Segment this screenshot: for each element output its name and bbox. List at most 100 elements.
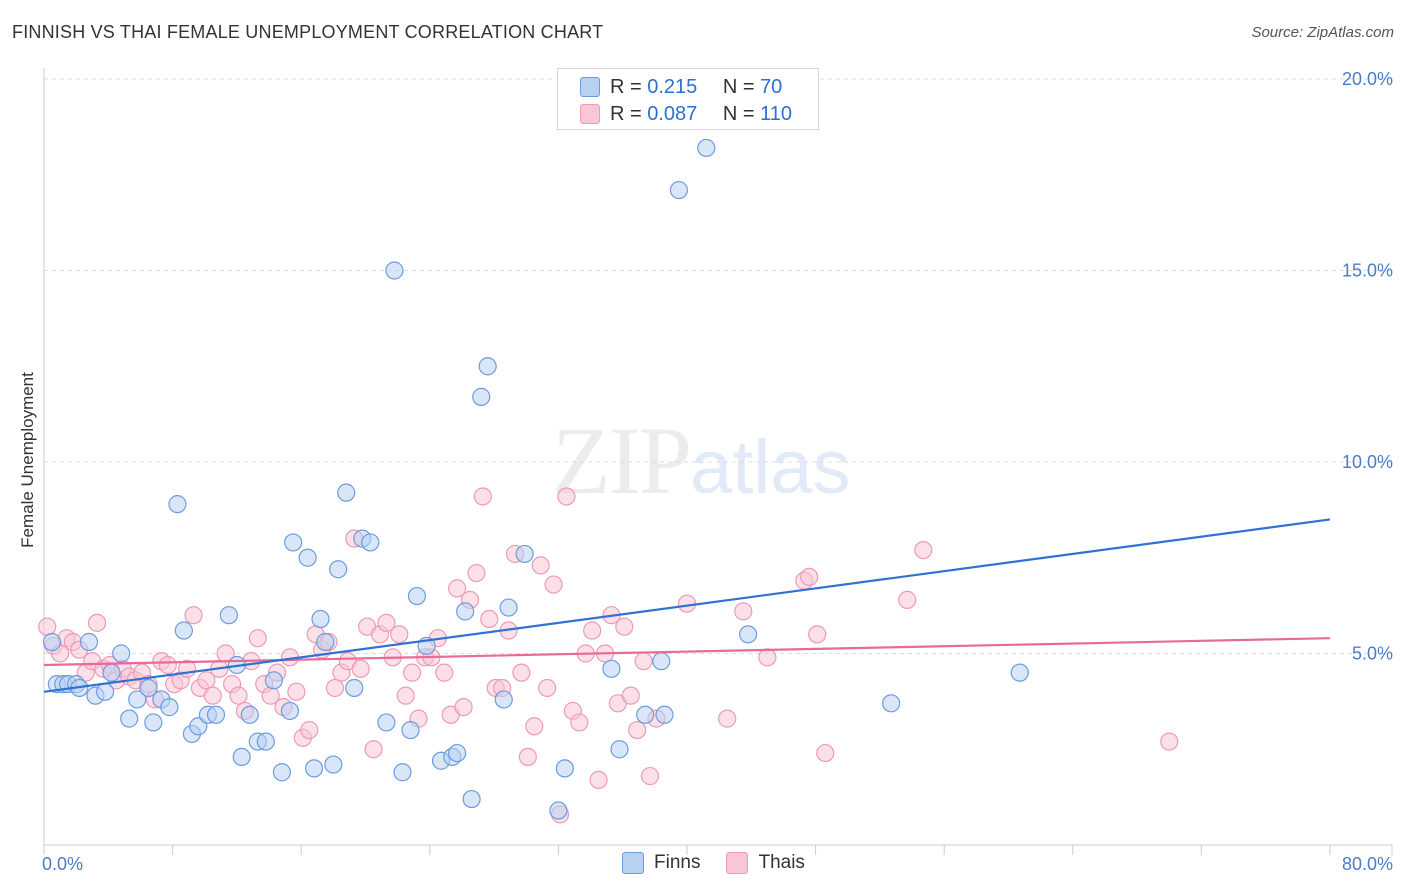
finns-points xyxy=(42,138,1029,820)
finns-point xyxy=(256,732,275,751)
x-tick-label-min: 0.0% xyxy=(42,854,83,874)
thais-point xyxy=(467,563,486,583)
finns-point xyxy=(280,701,300,721)
finns-point xyxy=(882,694,901,713)
finns-point xyxy=(42,632,62,652)
grid-lines xyxy=(44,78,1392,654)
finns-point xyxy=(329,560,348,579)
finns-point xyxy=(232,747,251,767)
thais-points xyxy=(38,487,1179,824)
thais-point xyxy=(589,770,608,789)
finns-point xyxy=(1010,663,1029,682)
thais-point xyxy=(473,487,492,506)
finns-legend-swatch-icon xyxy=(622,852,644,874)
finns-point xyxy=(393,763,412,782)
finns-point xyxy=(697,138,716,158)
finns-point xyxy=(272,763,292,782)
finns-point xyxy=(144,713,163,732)
y-tick-label: 20.0% xyxy=(1342,69,1393,89)
finns-point xyxy=(494,690,513,709)
finns-point xyxy=(655,705,674,724)
chart-source: Source: ZipAtlas.com xyxy=(1251,24,1394,41)
x-tick-label-max: 80.0% xyxy=(1342,854,1393,874)
thais-point xyxy=(325,678,345,698)
legend-item-finns[interactable]: Finns xyxy=(622,852,700,874)
finns-point xyxy=(361,533,380,552)
thais-point xyxy=(390,625,409,644)
thais-point xyxy=(898,590,917,609)
thais-point xyxy=(544,575,563,594)
finns-point xyxy=(555,759,574,778)
thais-point xyxy=(454,698,473,717)
finns-point xyxy=(160,698,179,717)
thais-point xyxy=(197,671,216,690)
finns-point xyxy=(478,357,497,376)
thais-point xyxy=(816,743,835,763)
series-legend: Finns Thais xyxy=(622,852,831,874)
finns-point xyxy=(219,606,238,625)
thais-point xyxy=(512,663,531,682)
thais-legend-label: Thais xyxy=(758,852,805,873)
thais-point xyxy=(300,720,319,740)
finns-point xyxy=(602,659,621,678)
thais-point xyxy=(396,686,415,705)
thais-point xyxy=(557,487,576,506)
finns-point xyxy=(448,743,467,763)
finns-point xyxy=(385,261,404,280)
thais-legend-swatch-icon xyxy=(726,852,749,874)
finns-point xyxy=(298,548,317,567)
finns-point xyxy=(669,180,689,200)
thais-point xyxy=(734,602,753,621)
thais-point xyxy=(287,682,306,701)
finns-point xyxy=(515,544,534,564)
thais-point xyxy=(448,579,467,598)
thais-point xyxy=(184,606,203,625)
thais-point xyxy=(570,713,589,732)
y-tick-label: 5.0% xyxy=(1352,644,1393,664)
finns-point xyxy=(206,705,226,724)
finns-point xyxy=(610,740,629,759)
thais-point xyxy=(583,621,602,640)
finns-point xyxy=(345,678,364,698)
y-tick-label: 10.0% xyxy=(1342,452,1393,472)
trend-lines xyxy=(43,518,1331,693)
finns-point xyxy=(462,789,481,809)
thais-point xyxy=(364,740,383,759)
thais-point xyxy=(435,663,454,682)
thais-trend-line xyxy=(43,637,1331,667)
finns-point xyxy=(324,755,343,774)
finns-point xyxy=(738,625,758,644)
finns-point xyxy=(120,709,139,728)
finns-point xyxy=(240,705,259,724)
tick-labels: 5.0% 10.0% 15.0% 20.0% 0.0% 80.0% xyxy=(42,69,1393,874)
finns-point xyxy=(95,682,115,701)
thais-point xyxy=(758,648,777,667)
finns-point xyxy=(128,690,147,709)
thais-point xyxy=(538,678,557,698)
legend-item-thais[interactable]: Thais xyxy=(726,852,805,874)
thais-point xyxy=(621,686,640,705)
axes xyxy=(43,68,1393,855)
finns-point xyxy=(407,586,427,606)
thais-point xyxy=(615,617,634,636)
finns-point xyxy=(499,598,518,617)
finns-point xyxy=(311,609,330,629)
chart-title: FINNISH VS THAI FEMALE UNEMPLOYMENT CORR… xyxy=(12,22,604,42)
thais-point xyxy=(229,686,248,705)
finns-point xyxy=(636,705,655,724)
y-axis-label: Female Unemployment xyxy=(18,372,37,548)
thais-point xyxy=(518,747,537,767)
finns-point xyxy=(456,602,475,621)
thais-point xyxy=(87,613,107,632)
thais-point xyxy=(158,655,177,675)
finns-point xyxy=(168,495,187,514)
thais-point xyxy=(677,594,697,613)
thais-point xyxy=(403,663,422,682)
finns-r-label: R = xyxy=(610,75,642,98)
thais-point xyxy=(525,717,544,736)
legend-row-finns: R = 0.215 N = 70 xyxy=(580,74,782,100)
thais-point xyxy=(914,540,933,560)
finns-point xyxy=(102,663,121,682)
finns-trend-line xyxy=(43,518,1331,693)
finns-point xyxy=(316,632,335,652)
